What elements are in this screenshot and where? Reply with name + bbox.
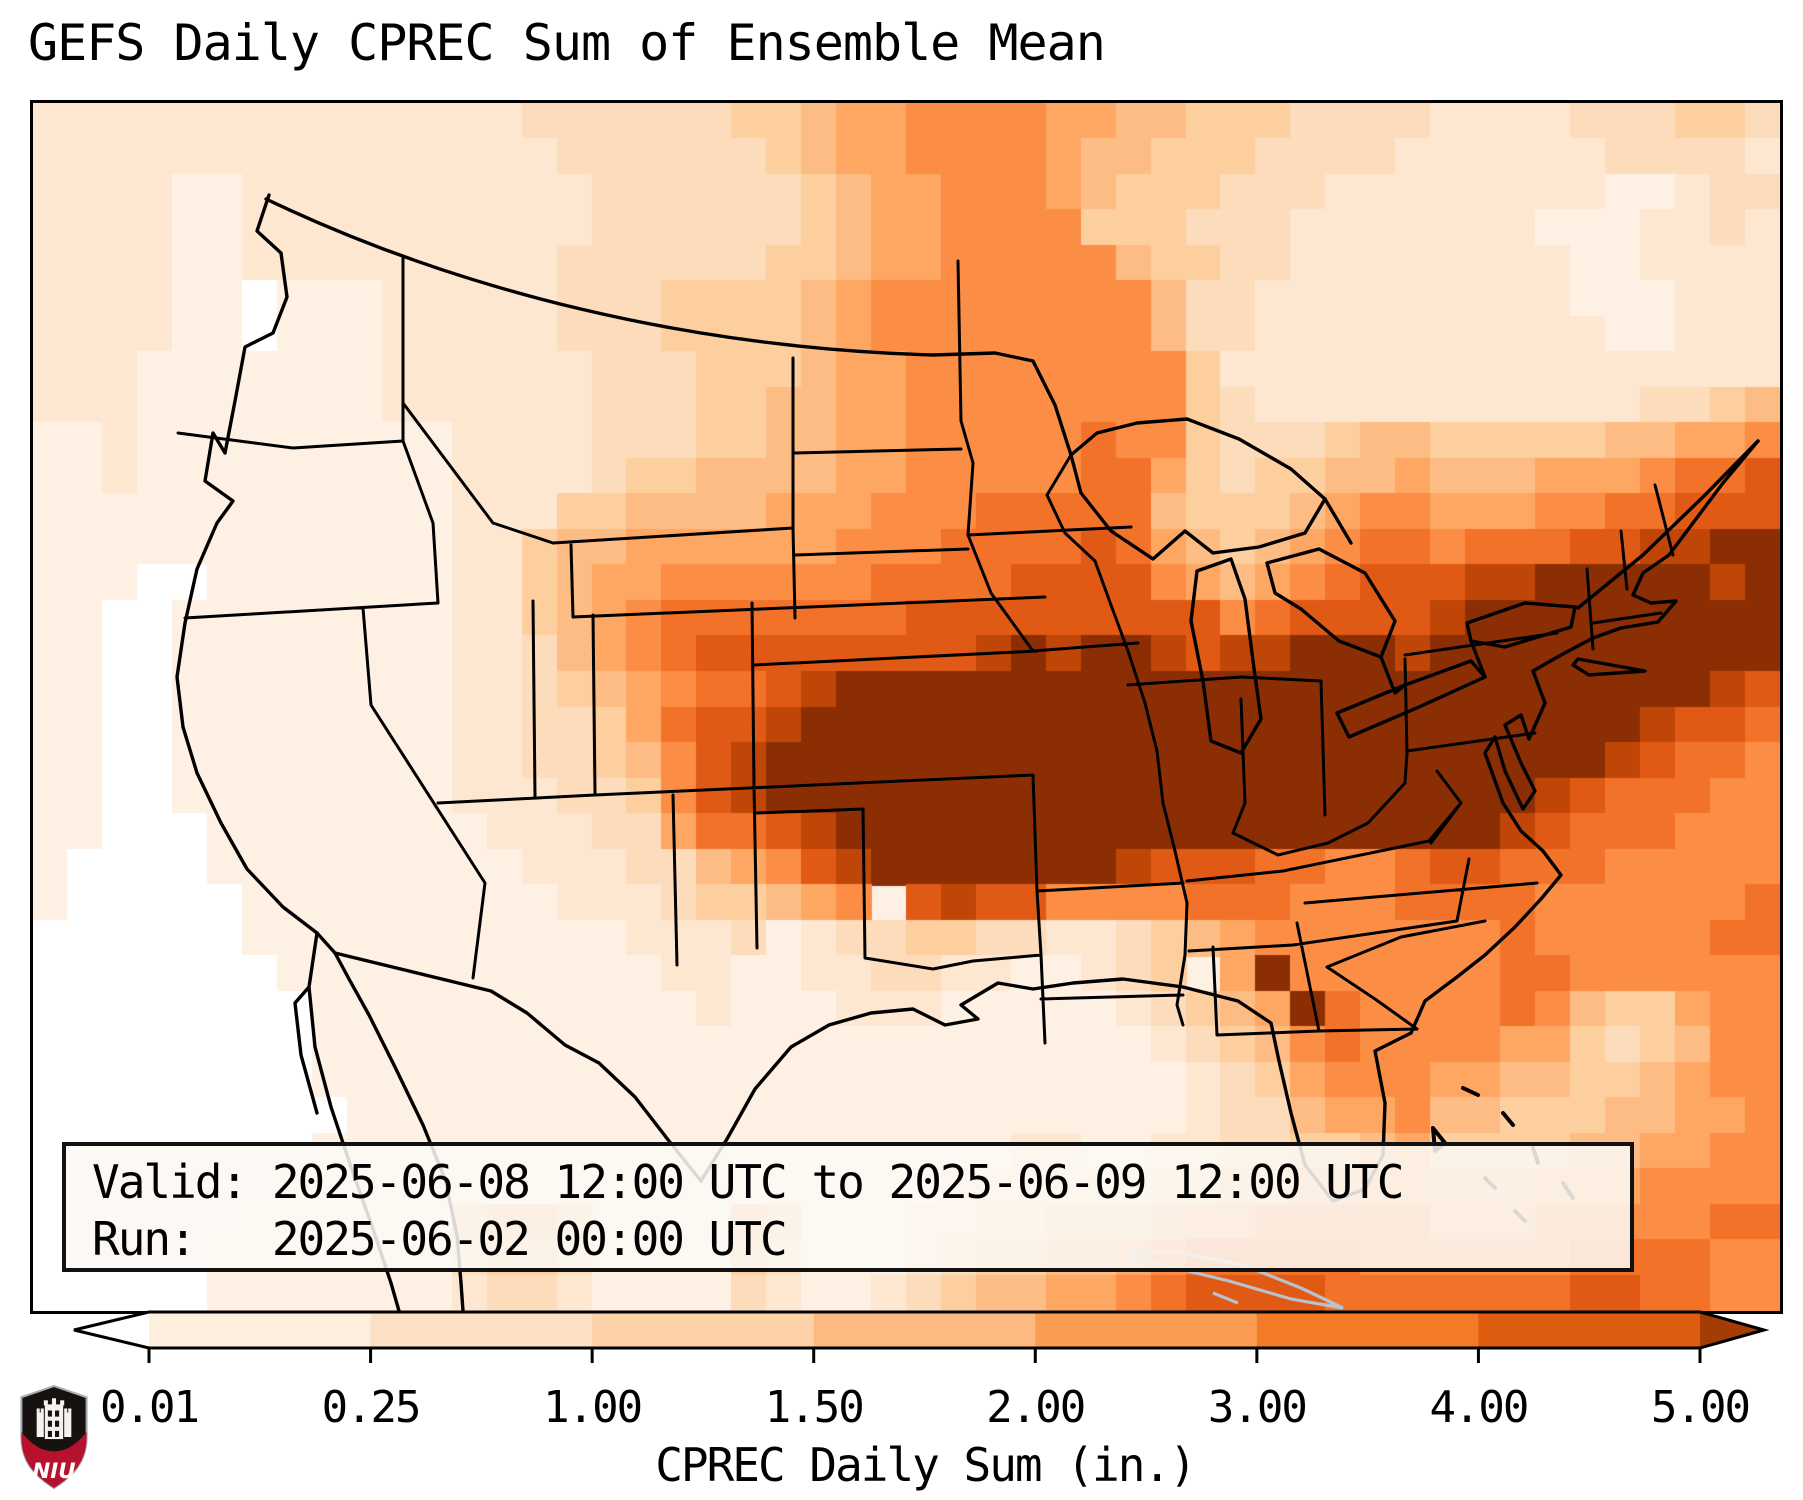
colorbar-tick-label: 5.00: [1651, 1382, 1749, 1433]
lake-superior-outline: [1069, 417, 1327, 561]
colorbar-segment: [813, 1312, 1036, 1348]
colorbar-segment: [592, 1312, 815, 1348]
colorbar-tick-label: 0.01: [100, 1382, 198, 1433]
colorbar-tick-label: 0.25: [322, 1382, 420, 1433]
valid-run-info-box: Valid: 2025-06-08 12:00 UTC to 2025-06-0…: [62, 1142, 1634, 1272]
colorbar: 0.01 0.25 1.00 1.50 2.00 3.00 4.00 5.00: [73, 1310, 1770, 1433]
colorbar-tick-label: 1.50: [765, 1382, 863, 1433]
lake-huron-outline: [1265, 547, 1397, 659]
precipitation-heatmap: [33, 103, 1780, 1311]
niu-castle-windows: [47, 1410, 60, 1437]
state-boundary-lines: [176, 256, 1675, 1045]
long-island-outline: [1571, 657, 1647, 677]
page-title: GEFS Daily CPREC Sum of Ensemble Mean: [28, 14, 1106, 72]
colorbar-axis-label: CPREC Daily Sum (in.): [655, 1438, 1197, 1492]
colorbar-tick-label: 1.00: [543, 1382, 641, 1433]
colorbar-tick-label: 2.00: [986, 1382, 1084, 1433]
atlantic-coastline: [1409, 439, 1760, 1035]
lake-connector-lines: [1323, 497, 1580, 695]
mexico-border-line: [333, 951, 703, 1183]
niu-logo: NIU: [20, 1384, 88, 1490]
niu-red-band: [21, 1431, 87, 1488]
valid-time-text: Valid: 2025-06-08 12:00 UTC to 2025-06-0…: [92, 1155, 1404, 1209]
lake-erie-outline: [1335, 659, 1487, 739]
niu-logo-text: NIU: [32, 1459, 75, 1484]
map-frame: [30, 100, 1783, 1314]
colorbar-segment: [1256, 1312, 1479, 1348]
colorbar-segment: [1478, 1312, 1701, 1348]
colorbar-segment: [149, 1312, 372, 1348]
colorbar-tick-label: 3.00: [1208, 1382, 1306, 1433]
lake-ontario-outline: [1465, 601, 1577, 649]
pacific-coastline: [175, 193, 337, 955]
lake-michigan-outline: [1189, 557, 1263, 755]
canada-border-line: [264, 197, 1073, 457]
colorbar-segment: [370, 1312, 593, 1348]
st-lawrence-line: [1576, 439, 1760, 610]
colorbar-segment: [1035, 1312, 1258, 1348]
colorbar-under-arrow: [74, 1312, 149, 1348]
colorbar-over-arrow: [1700, 1312, 1764, 1348]
colorbar-tick-label: 4.00: [1429, 1382, 1527, 1433]
state-boundaries-overlay: [175, 193, 1760, 1311]
run-time-text: Run: 2025-06-02 00:00 UTC: [92, 1212, 788, 1266]
